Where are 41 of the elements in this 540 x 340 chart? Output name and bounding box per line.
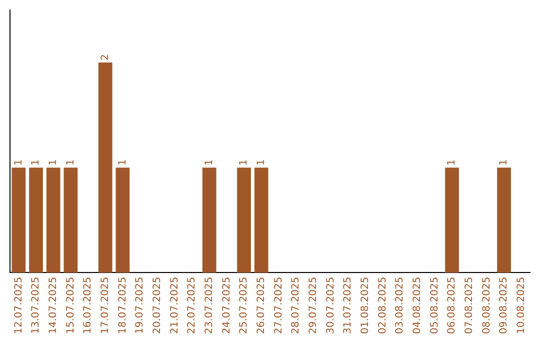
x-tick-label: 02.08.2025 (377, 276, 388, 334)
x-tick-label: 17.07.2025 (100, 276, 111, 334)
x-tick-label: 19.07.2025 (134, 276, 146, 334)
x-tick-label: 21.07.2025 (169, 276, 180, 334)
x-tick-label: 16.07.2025 (82, 276, 94, 334)
x-tick-label: 13.07.2025 (30, 276, 42, 334)
x-tick-label: 27.07.2025 (273, 276, 284, 334)
x-tick-label: 07.08.2025 (464, 276, 475, 334)
data-label: 1 (117, 159, 128, 166)
x-tick-label: 04.08.2025 (412, 276, 423, 334)
x-tick-label: 06.08.2025 (446, 276, 458, 334)
x-tick-label: 05.08.2025 (429, 276, 440, 334)
x-tick-label: 15.07.2025 (65, 276, 76, 334)
x-tick-label: 10.08.2025 (516, 276, 527, 334)
x-tick-label: 20.07.2025 (152, 276, 163, 334)
data-label: 1 (256, 159, 267, 166)
x-tick-label: 26.07.2025 (256, 276, 267, 334)
x-tick-label: 14.07.2025 (48, 276, 59, 334)
x-tick-label: 28.07.2025 (290, 276, 302, 334)
x-tick-label: 31.07.2025 (342, 276, 354, 334)
x-tick-label: 30.07.2025 (325, 276, 336, 334)
x-tick-label: 22.07.2025 (186, 276, 198, 334)
data-label: 1 (498, 159, 510, 166)
data-label: 2 (100, 54, 111, 61)
data-label: 1 (30, 159, 42, 166)
data-label: 1 (238, 159, 250, 166)
data-label: 1 (204, 159, 215, 166)
data-label: 1 (446, 159, 458, 166)
x-tick-label: 29.07.2025 (308, 276, 319, 334)
x-tick-label: 01.08.2025 (360, 276, 371, 334)
x-tick-label: 12.07.2025 (13, 276, 24, 334)
data-label: 1 (48, 159, 59, 166)
x-tick-label: 23.07.2025 (204, 276, 215, 334)
x-tick-label: 09.08.2025 (498, 276, 510, 334)
x-tick-label: 03.08.2025 (394, 276, 406, 334)
x-tick-label: 25.07.2025 (238, 276, 250, 334)
data-label: 1 (65, 159, 76, 166)
x-tick-label: 08.08.2025 (481, 276, 492, 334)
x-tick-label: 18.07.2025 (117, 276, 128, 334)
x-tick-label: 24.07.2025 (221, 276, 232, 334)
data-label: 1 (13, 159, 24, 166)
